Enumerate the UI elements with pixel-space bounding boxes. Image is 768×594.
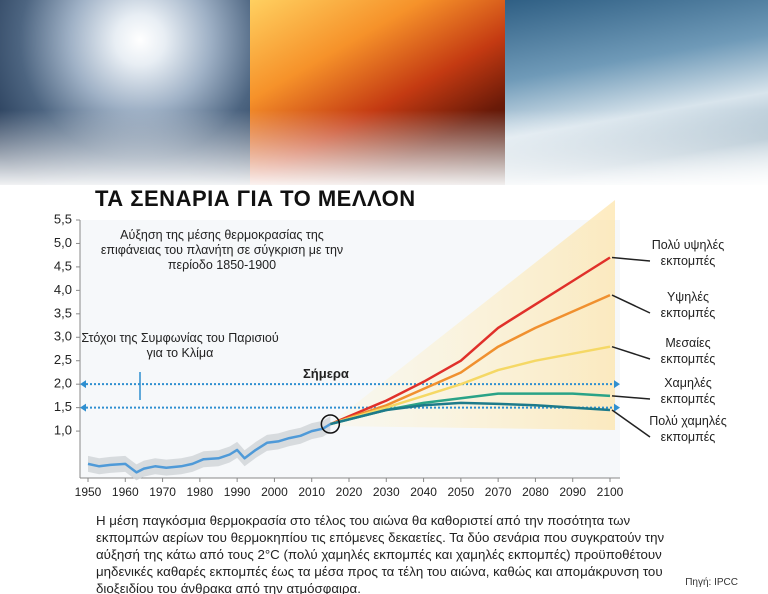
x-tick-label: 1950 <box>75 485 102 499</box>
y-tick-label: 3,0 <box>54 329 72 344</box>
y-tick-label: 5,0 <box>54 235 72 250</box>
legend-label: Υψηλές εκπομπές <box>660 290 716 320</box>
x-tick-label: 2080 <box>522 485 549 499</box>
arrow-left <box>80 403 86 412</box>
legend-label: Πολύ υψηλές εκπομπές <box>651 238 725 268</box>
scenario-line <box>330 401 611 426</box>
source: Πηγή: IPCC <box>685 577 738 588</box>
scenario-line <box>330 293 611 426</box>
arrow-right <box>614 403 620 412</box>
y-tick-label: 1,5 <box>54 399 72 414</box>
legend-label: Χαμηλές εκπομπές <box>660 376 716 406</box>
y-tick-label: 2,0 <box>54 376 72 391</box>
legend-connector <box>611 294 651 314</box>
arrow-left <box>80 380 86 389</box>
x-tick-label: 2010 <box>298 485 325 499</box>
y-tick-label: 4,5 <box>54 258 72 273</box>
historical-line <box>87 423 332 474</box>
uncertainty-fan <box>330 200 615 430</box>
x-tick-label: 2100 <box>597 485 624 499</box>
x-tick-label: 2090 <box>559 485 586 499</box>
legend-connector <box>611 256 651 262</box>
x-tick-label: 2070 <box>485 485 512 499</box>
legend-label: Μεσαίες εκπομπές <box>660 336 716 366</box>
photo-fade <box>0 110 768 190</box>
annotation: Αύξηση της μέσης θερμοκρασίας της επιφάν… <box>100 228 344 272</box>
x-tick-label: 2050 <box>448 485 475 499</box>
x-tick-label: 1960 <box>112 485 139 499</box>
legend-label: Πολύ χαμηλές εκπομπές <box>649 414 727 444</box>
paris-label: Στόχοι της Συμφωνίας του Παρισιού για το… <box>81 331 279 360</box>
y-tick-label: 3,5 <box>54 305 72 320</box>
x-tick-label: 1980 <box>187 485 214 499</box>
historical-band <box>88 416 331 481</box>
x-tick-label: 2000 <box>261 485 288 499</box>
x-tick-label: 1990 <box>224 485 251 499</box>
x-tick-label: 2020 <box>336 485 363 499</box>
legend-connector <box>611 395 651 400</box>
legend-connector <box>611 345 651 360</box>
today-marker <box>320 414 341 434</box>
scenario-line <box>330 345 611 426</box>
x-tick-label: 2030 <box>373 485 400 499</box>
x-tick-label: 2040 <box>410 485 437 499</box>
y-tick-label: 1,0 <box>54 423 72 438</box>
x-tick-label: 1970 <box>149 485 176 499</box>
legend-connector <box>611 409 651 438</box>
y-tick-label: 2,5 <box>54 352 72 367</box>
chart-title: ΤΑ ΣΕΝΑΡΙΑ ΓΙΑ ΤΟ ΜΕΛΛΟΝ <box>95 186 416 211</box>
y-tick-label: 4,0 <box>54 282 72 297</box>
arrow-right <box>614 380 620 389</box>
y-tick-label: 5,5 <box>54 211 72 226</box>
scenario-line <box>329 256 611 426</box>
footer-text: Η μέση παγκόσμια θερμοκρασία στο τέλος τ… <box>96 513 665 594</box>
today-label: Σήμερα <box>303 366 349 381</box>
